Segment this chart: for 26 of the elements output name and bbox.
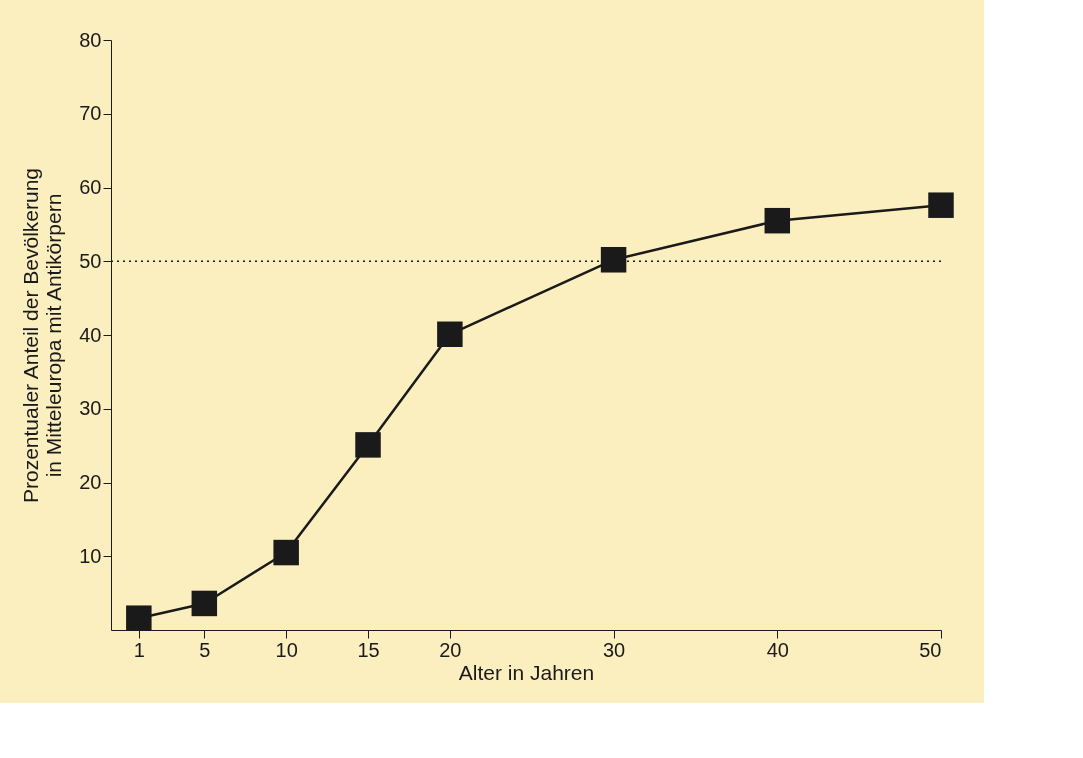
y-tick-label: 70 (79, 102, 102, 125)
point (928, 192, 954, 218)
x-tick-label: 15 (357, 638, 380, 661)
y-tick-label: 50 (79, 249, 102, 272)
x-tick-label: 1 (133, 638, 145, 661)
y-axis-title: Prozentualer Anteil der Bevölkerung in Mitteleuropa mit Antikörpern (19, 167, 66, 504)
point (355, 432, 381, 458)
y-tick-label: 40 (79, 323, 102, 346)
x-tick-label: 10 (275, 638, 298, 661)
y-tick-label: 60 (79, 176, 102, 198)
x-tick-label: 40 (766, 638, 789, 661)
x-axis-title: Alter in Jahren (458, 660, 595, 684)
y-tick-label: 10 (79, 544, 102, 567)
point (191, 590, 218, 617)
x-tick-label: 20 (439, 638, 462, 661)
point (437, 321, 463, 348)
y-tick-label: 30 (79, 397, 102, 420)
point (764, 207, 791, 234)
x-tick-label: 50 (919, 638, 942, 661)
y-tick-label: 20 (79, 471, 102, 493)
x-tick-label: 30 (602, 638, 626, 661)
x-tick-label: 5 (199, 638, 211, 661)
y-tick-label: 80 (79, 28, 102, 51)
point (273, 539, 299, 566)
point (600, 247, 627, 273)
point (126, 605, 152, 631)
